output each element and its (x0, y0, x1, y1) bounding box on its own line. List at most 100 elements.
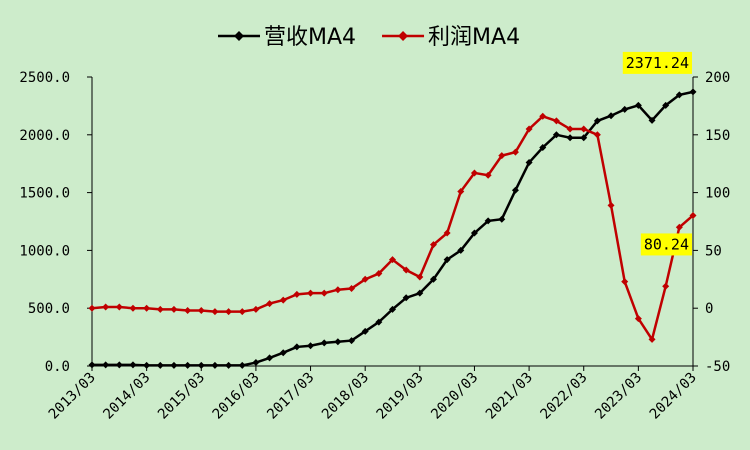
point (511, 186, 519, 194)
x-tick-label: 2018/03 (319, 370, 372, 423)
y-tick-label: 2500.0 (19, 70, 70, 86)
point (429, 275, 437, 283)
x-tick-label: 2016/03 (210, 370, 263, 423)
point (525, 125, 533, 133)
x-tick-label: 2022/03 (538, 370, 591, 423)
point (648, 335, 656, 343)
point (389, 256, 396, 264)
data-label-text: 80.24 (644, 235, 689, 253)
point (621, 105, 629, 113)
point (689, 211, 697, 219)
point (211, 308, 219, 316)
point (443, 229, 451, 237)
x-tick-label: 2020/03 (428, 370, 481, 423)
point (252, 305, 260, 313)
point (580, 134, 588, 142)
point (675, 223, 683, 231)
point (375, 270, 383, 278)
point (566, 134, 574, 142)
point (102, 361, 110, 369)
point (211, 361, 219, 369)
point (225, 308, 233, 316)
point (334, 338, 342, 346)
point (252, 359, 260, 367)
point (525, 159, 533, 167)
y-tick-label: 2000.0 (19, 128, 70, 144)
point (293, 343, 301, 351)
point (348, 285, 356, 293)
x-tick-label: 2013/03 (46, 370, 99, 423)
point (648, 116, 656, 124)
x-tick-label: 2015/03 (155, 370, 208, 423)
point (307, 289, 315, 297)
point (402, 266, 410, 274)
point (539, 112, 547, 120)
point (689, 88, 697, 96)
point (498, 152, 506, 160)
data-label: 80.24 (640, 233, 692, 256)
point (143, 361, 151, 369)
point (279, 296, 287, 304)
point (266, 354, 274, 362)
y2-tick-label: 100 (705, 186, 730, 202)
point (143, 304, 151, 312)
point (129, 361, 137, 369)
point (238, 308, 246, 316)
point (238, 361, 246, 369)
point (156, 305, 164, 313)
y2-tick-label: 50 (705, 243, 722, 259)
point (307, 342, 315, 350)
y-tick-label: 500.0 (28, 301, 70, 317)
x-tick-label: 2014/03 (100, 370, 153, 423)
point (375, 318, 383, 326)
point (361, 275, 369, 283)
point (498, 215, 506, 223)
point (539, 144, 547, 152)
point (225, 361, 233, 369)
point (607, 112, 615, 120)
point (621, 278, 629, 286)
point (266, 300, 274, 308)
point (662, 101, 670, 109)
point (156, 361, 164, 369)
point (593, 131, 601, 139)
series-line (92, 90, 694, 367)
point (675, 91, 683, 99)
point (197, 361, 205, 369)
y2-tick-label: -50 (705, 359, 730, 375)
point (170, 305, 178, 313)
point (566, 125, 574, 133)
data-label-box (640, 233, 692, 256)
point (320, 289, 328, 297)
y-tick-label: 1500.0 (19, 186, 70, 202)
x-tick-label: 2023/03 (592, 370, 645, 423)
point (389, 305, 396, 313)
point (634, 315, 642, 323)
point (184, 361, 192, 369)
point (470, 169, 478, 177)
x-tick-label: 2024/03 (647, 370, 700, 423)
point (607, 201, 615, 209)
point (184, 307, 192, 315)
point (429, 241, 437, 249)
point (129, 304, 137, 312)
point (634, 101, 642, 109)
point (320, 339, 328, 347)
point (361, 327, 369, 335)
point (102, 303, 110, 311)
point (457, 187, 465, 195)
point (484, 217, 492, 225)
point (170, 361, 178, 369)
point (457, 246, 465, 254)
legend-marker (234, 31, 244, 41)
point (593, 117, 601, 125)
x-tick-label: 2017/03 (264, 370, 317, 423)
point (511, 148, 519, 156)
y-tick-label: 0.0 (45, 359, 70, 375)
point (197, 307, 205, 315)
point (293, 290, 301, 298)
point (115, 303, 123, 311)
legend-marker (398, 31, 409, 41)
point (552, 131, 560, 139)
